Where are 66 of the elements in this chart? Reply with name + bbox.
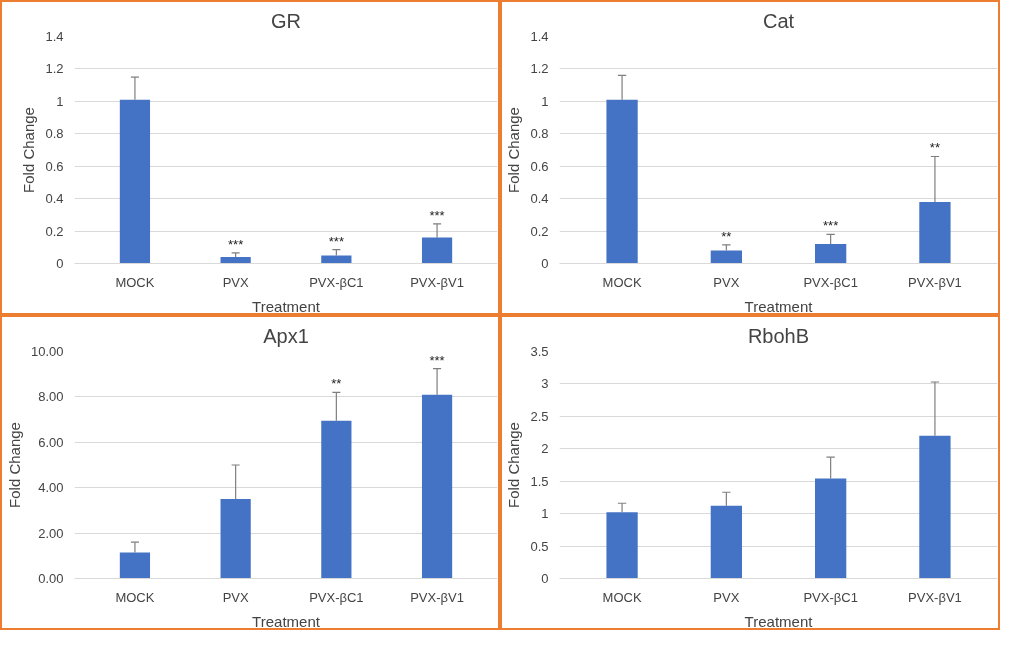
y-axis-title: Fold Change: [5, 422, 23, 508]
annotation: ***: [429, 207, 445, 223]
y-tick-label: 0: [56, 256, 64, 271]
x-axis-title: Treatment: [252, 612, 321, 630]
x-axis-title: Treatment: [744, 612, 814, 630]
y-tick-label: 0.8: [530, 126, 549, 142]
y-tick-label: 1.2: [530, 61, 549, 77]
x-tick-label: PVX: [713, 274, 740, 290]
y-tick-label: 10.00: [30, 344, 64, 359]
x-tick-label: MOCK: [115, 589, 155, 605]
y-tick-label: 0.00: [38, 571, 64, 586]
x-tick-label: PVX-βV1: [908, 589, 962, 605]
y-tick-label: 1: [541, 93, 549, 109]
x-tick-label: PVX-βV1: [410, 274, 464, 290]
y-tick-label: 0.6: [530, 158, 549, 174]
y-tick-label: 1: [56, 93, 64, 109]
annotation: **: [721, 228, 732, 244]
x-tick-label: PVX-βC1: [803, 274, 858, 290]
y-tick-label: 0.6: [45, 158, 64, 174]
y-tick-label: 1.4: [530, 29, 549, 44]
annotation: ***: [429, 352, 445, 368]
y-axis-title: Fold Change: [20, 107, 38, 193]
y-tick-label: 1: [541, 506, 549, 522]
chart-title: RbohB: [747, 324, 810, 347]
x-tick-label: PVX: [222, 274, 249, 290]
annotation: **: [331, 376, 342, 392]
x-tick-label: PVX-βC1: [309, 589, 364, 605]
y-tick-label: 0.2: [45, 223, 64, 239]
y-axis-title: Fold Change: [505, 422, 523, 508]
annotation: **: [929, 140, 940, 156]
annotation: ***: [328, 233, 344, 249]
y-tick-label: 2.5: [530, 408, 549, 424]
x-tick-label: PVX-βC1: [803, 589, 858, 605]
x-axis-title: Treatment: [744, 297, 814, 315]
y-tick-label: 2: [541, 441, 549, 457]
chart-title: Apx1: [263, 324, 309, 347]
y-tick-label: 2.00: [38, 525, 64, 541]
y-tick-label: 1.2: [45, 61, 64, 77]
y-tick-label: 3: [541, 376, 549, 392]
y-tick-label: 1.5: [530, 473, 549, 489]
y-tick-label: 0: [541, 256, 549, 271]
x-axis-title: Treatment: [252, 297, 321, 315]
y-tick-label: 0.4: [45, 191, 64, 207]
y-tick-label: 6.00: [38, 434, 64, 450]
y-tick-label: 1.4: [45, 29, 64, 44]
y-tick-label: 0.4: [530, 191, 549, 207]
y-tick-label: 0.2: [530, 223, 549, 239]
y-tick-label: 0.5: [530, 538, 549, 554]
x-tick-label: MOCK: [602, 274, 642, 290]
y-tick-label: 0.8: [45, 126, 64, 142]
x-tick-label: PVX: [713, 589, 740, 605]
chart-title: GR: [271, 9, 301, 32]
chart-title: Cat: [762, 9, 795, 32]
x-tick-label: PVX-βC1: [309, 274, 364, 290]
x-tick-label: MOCK: [115, 274, 155, 290]
x-tick-label: PVX-βV1: [908, 274, 962, 290]
y-tick-label: 8.00: [38, 389, 64, 405]
x-tick-label: PVX-βV1: [410, 589, 464, 605]
annotation: ***: [823, 218, 839, 234]
y-tick-label: 4.00: [38, 480, 64, 496]
annotation: ***: [228, 236, 244, 252]
y-tick-label: 0: [541, 571, 549, 586]
y-axis-title: Fold Change: [505, 107, 523, 193]
y-tick-label: 3.5: [530, 344, 549, 359]
x-tick-label: MOCK: [602, 589, 642, 605]
x-tick-label: PVX: [222, 589, 249, 605]
